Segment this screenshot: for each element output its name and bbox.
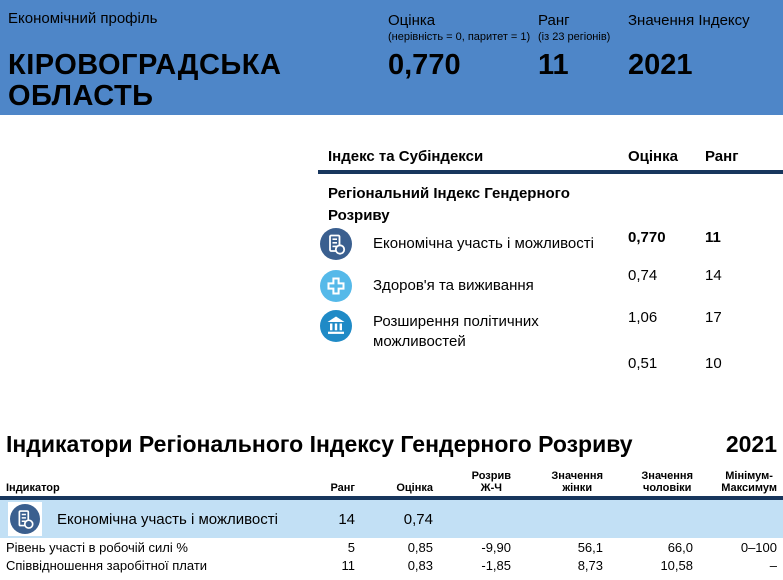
stat-label: Ранг bbox=[538, 12, 570, 29]
row-rank: 11 bbox=[705, 229, 721, 246]
stat-label: Оцінка bbox=[388, 12, 436, 29]
profile-eyebrow: Економічний профіль bbox=[8, 10, 158, 27]
indicator-men-value: 10,58 bbox=[660, 557, 693, 573]
indicator-rank: 11 bbox=[341, 557, 356, 573]
indicator-gap: -9,90 bbox=[481, 539, 511, 555]
banner-stat-rank: Ранг (із 23 регіонів) 11 bbox=[538, 12, 610, 82]
subindex-name-cell: Економічна участь і можливості bbox=[0, 502, 310, 536]
stat-value: 2021 bbox=[628, 49, 693, 81]
index-subindex-table: Індекс та Субіндекси Оцінка Ранг Регіона… bbox=[318, 145, 783, 375]
indicators-title-row: Індикатори Регіонального Індексу Гендерн… bbox=[0, 430, 783, 468]
stat-label: Значення Індексу bbox=[628, 12, 750, 29]
column-header-minmax: Мінімум- Максимум bbox=[721, 470, 777, 494]
indicator-score: 0,85 bbox=[407, 539, 433, 555]
table-row-politics: Розширення політичних можливостей 0,51 1… bbox=[318, 310, 783, 372]
row-label: Здоров'я та виживання bbox=[373, 277, 534, 294]
economy-icon bbox=[8, 502, 42, 536]
indicator-row: Рівень участі в робочій силі % 5 0,85 -9… bbox=[0, 538, 783, 556]
indicators-title: Індикатори Регіонального Індексу Гендерн… bbox=[6, 431, 633, 457]
indicator-minmax: 0–100 bbox=[740, 539, 777, 555]
table-row-overall-index: Регіональний Індекс Гендерного Розриву 0… bbox=[318, 183, 783, 246]
stat-value: 0,770 bbox=[388, 49, 461, 81]
row-label: Розширення політичних можливостей bbox=[373, 313, 539, 350]
index-table-header-score: Оцінка bbox=[628, 148, 678, 165]
subindex-highlight-row: Економічна участь і можливості 14 0,74 bbox=[0, 500, 783, 538]
indicators-header-row: Індикатор Ранг Оцінка Розрив Ж-Ч Значення… bbox=[0, 468, 783, 496]
index-table-header-name: Індекс та Субіндекси bbox=[328, 148, 484, 165]
column-header-women: Значення жінки bbox=[551, 470, 603, 494]
region-title: КІРОВОГРАДСЬКА ОБЛАСТЬ bbox=[8, 49, 282, 112]
indicator-row: Співвідношення заробітної плати 11 0,83 … bbox=[0, 556, 783, 574]
header-banner: Економічний профіль КІРОВОГРАДСЬКА ОБЛАС… bbox=[0, 0, 783, 115]
table-row-health: Здоров'я та виживання 1,06 17 bbox=[318, 270, 783, 326]
divider bbox=[318, 170, 783, 174]
indicator-label: Співвідношення заробітної плати bbox=[6, 557, 208, 573]
row-rank: 14 bbox=[705, 267, 722, 284]
banner-stat-score: Оцінка (нерівність = 0, паритет = 1) 0,7… bbox=[388, 12, 530, 82]
row-score: 0,51 bbox=[628, 355, 658, 372]
indicator-women-value: 56,1 bbox=[577, 539, 603, 555]
politics-icon bbox=[320, 310, 352, 342]
indicator-score: 0,83 bbox=[407, 557, 433, 573]
row-label: Регіональний Індекс Гендерного Розриву bbox=[328, 185, 570, 224]
indicator-men-value: 66,0 bbox=[667, 539, 693, 555]
banner-stat-index-year: Значення Індексу 2021 bbox=[628, 12, 750, 82]
row-rank: 17 bbox=[705, 309, 722, 326]
column-header-indicator: Індикатор bbox=[6, 482, 60, 494]
indicator-rank: 5 bbox=[347, 539, 355, 555]
stat-sublabel: (нерівність = 0, паритет = 1) bbox=[388, 31, 531, 43]
divider bbox=[0, 496, 783, 500]
indicator-gap: -1,85 bbox=[481, 557, 511, 573]
subindex-label: Економічна участь і можливості bbox=[57, 510, 278, 528]
subindex-rank: 14 bbox=[338, 510, 355, 528]
indicators-year: 2021 bbox=[725, 431, 777, 457]
column-header-score: Оцінка bbox=[396, 482, 433, 494]
column-header-rank: Ранг bbox=[330, 482, 355, 494]
column-header-gap: Розрив Ж-Ч bbox=[471, 470, 511, 494]
subindex-score: 0,74 bbox=[403, 510, 433, 528]
table-row-economy: Економічна участь і можливості 0,74 14 bbox=[318, 228, 783, 284]
economy-icon bbox=[320, 228, 352, 260]
stat-sublabel: (із 23 регіонів) bbox=[538, 31, 611, 43]
indicator-minmax: – bbox=[769, 557, 777, 573]
stat-value: 11 bbox=[538, 49, 569, 81]
row-score: 0,74 bbox=[628, 267, 658, 284]
row-score: 1,06 bbox=[628, 309, 658, 326]
indicator-label: Рівень участі в робочій силі % bbox=[6, 539, 188, 555]
indicator-women-value: 8,73 bbox=[577, 557, 603, 573]
row-score: 0,770 bbox=[628, 229, 666, 246]
column-header-men: Значення чоловіки bbox=[641, 470, 693, 494]
health-icon bbox=[320, 270, 352, 302]
row-rank: 10 bbox=[705, 355, 722, 372]
row-label: Економічна участь і можливості bbox=[373, 235, 594, 252]
indicators-section: Індикатори Регіонального Індексу Гендерн… bbox=[0, 430, 783, 574]
stat-sublabel bbox=[628, 31, 750, 44]
index-table-header-rank: Ранг bbox=[705, 148, 739, 165]
